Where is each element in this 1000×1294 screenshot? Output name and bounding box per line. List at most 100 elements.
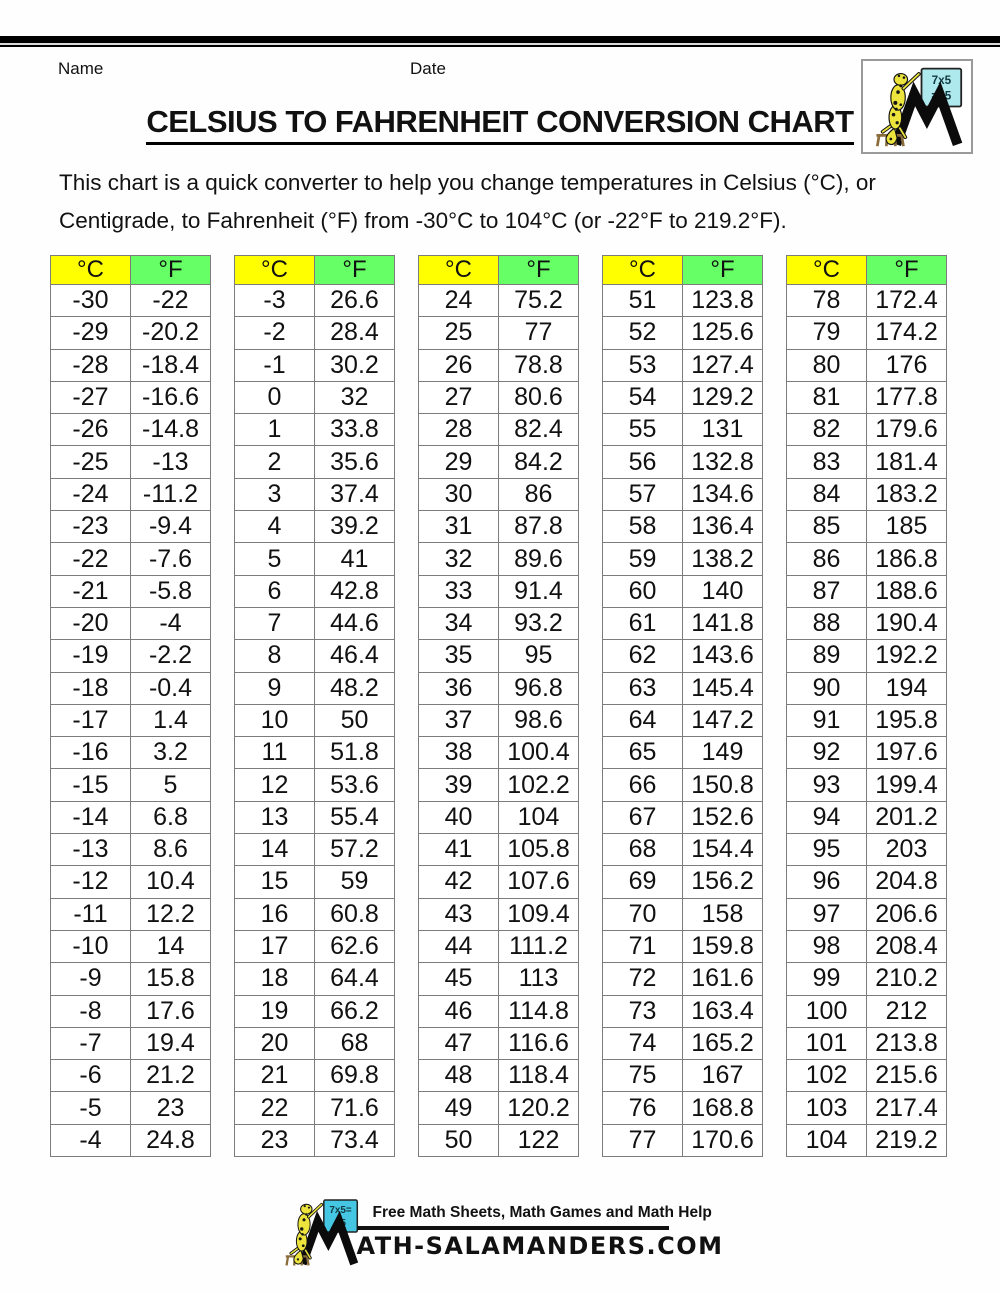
table-row: 99 210.2 [786,962,947,996]
celsius-cell: 29 [418,445,499,479]
fahrenheit-cell: 6.8 [130,800,211,835]
celsius-cell: 13 [234,800,315,835]
table-row: 79 174.2 [786,316,947,350]
fahrenheit-cell: 150.8 [682,768,763,802]
celsius-cell: 52 [602,316,683,350]
celsius-cell: 57 [602,477,683,512]
celsius-cell: -16 [50,736,131,770]
table-row: 93 199.4 [786,768,947,802]
table-row: 77 170.6 [602,1123,763,1158]
table-row: -27 -16.6 [50,380,211,415]
celsius-cell: 64 [602,703,683,738]
conversion-table-group: °C °F -30 -22 -29 -20.2 -28 -18.4 -27 -16.6 -26-… [50,255,211,1158]
fahrenheit-cell: 24.8 [130,1123,211,1158]
celsius-cell: -4 [50,1123,131,1158]
fahrenheit-cell: 8.6 [130,833,211,867]
fahrenheit-cell: 91.4 [498,574,579,608]
conversion-table-group: °C °F -3 26.6 -2 28.4 -1 30.2 0 32 1 33.8 2 35.6 3 37… [234,255,395,1158]
celsius-cell: 9 [234,671,315,705]
table-row: 104 219.2 [786,1123,947,1158]
celsius-cell: 53 [602,348,683,382]
fahrenheit-cell: 96.8 [498,671,579,705]
fahrenheit-cell: -14.8 [130,413,211,447]
table-row: 64 147.2 [602,703,763,738]
fahrenheit-cell: 212 [866,994,947,1028]
table-row: 20 68 [234,1026,395,1061]
celsius-cell: 28 [418,413,499,447]
intro-paragraph: This chart is a quick converter to help … [59,164,876,240]
fahrenheit-cell: 82.4 [498,413,579,447]
celsius-cell: 101 [786,1026,867,1061]
table-row: -26 -14.8 [50,413,211,447]
table-row: 5 41 [234,542,395,576]
fahrenheit-cell: -16.6 [130,380,211,415]
fahrenheit-cell: 179.6 [866,413,947,447]
celsius-cell: 51 [602,283,683,318]
celsius-cell: -15 [50,768,131,802]
table-row: 69 156.2 [602,865,763,899]
table-row: 57 134.6 [602,477,763,512]
celsius-cell: 34 [418,606,499,641]
fahrenheit-cell: 114.8 [498,994,579,1028]
fahrenheit-cell: 55.4 [314,800,395,835]
fahrenheit-cell: 17.6 [130,994,211,1028]
table-row: 32 89.6 [418,542,579,576]
table-row: 102 215.6 [786,1059,947,1093]
fahrenheit-cell: 51.8 [314,736,395,770]
celsius-cell: 87 [786,574,867,608]
table-row: -17 1.4 [50,703,211,738]
celsius-cell: 77 [602,1123,683,1158]
celsius-cell: -30 [50,283,131,318]
fahrenheit-cell: 69.8 [314,1059,395,1093]
fahrenheit-cell: 50 [314,703,395,738]
table-row: 66 150.8 [602,768,763,802]
table-row: 22 71.6 [234,1091,395,1125]
celsius-cell: 80 [786,348,867,382]
celsius-cell: 84 [786,477,867,512]
celsius-cell: 61 [602,606,683,641]
celsius-cell: -28 [50,348,131,382]
table-row: 14 57.2 [234,833,395,867]
fahrenheit-cell: 208.4 [866,929,947,964]
fahrenheit-cell: 141.8 [682,606,763,641]
table-row: 6 42.8 [234,574,395,608]
table-row: -19 -2.2 [50,639,211,673]
table-row: 29 84.2 [418,445,579,479]
celsius-cell: 2 [234,445,315,479]
conversion-table-group: °C °F 78 172.4 79 174.2 80 176 81 177.8 82 179.6 8… [786,255,947,1158]
celsius-cell: 67 [602,800,683,835]
fahrenheit-cell: 123.8 [682,283,763,318]
fahrenheit-header-cell: °F [498,255,579,285]
salamander-eye [902,76,906,79]
table-row: 37 98.6 [418,703,579,738]
fahrenheit-cell: 102.2 [498,768,579,802]
fahrenheit-cell: 77 [498,316,579,350]
fahrenheit-cell: 104 [498,800,579,835]
celsius-cell: 68 [602,833,683,867]
fahrenheit-cell: 3.2 [130,736,211,770]
table-row: -23 -9.4 [50,510,211,544]
fahrenheit-cell: 10.4 [130,865,211,899]
table-row: 8 46.4 [234,639,395,673]
footer-board-text-line1: 7x5= [329,1205,351,1216]
celsius-cell: -6 [50,1059,131,1093]
celsius-cell: -24 [50,477,131,512]
table-row: 41 105.8 [418,833,579,867]
table-row: -7 19.4 [50,1026,211,1061]
fahrenheit-cell: 183.2 [866,477,947,512]
fahrenheit-cell: 80.6 [498,380,579,415]
footer-rule [356,1226,669,1230]
table-row: -29 -20.2 [50,316,211,350]
celsius-cell: 72 [602,962,683,996]
celsius-cell: 93 [786,768,867,802]
table-row: 3 37.4 [234,477,395,512]
fahrenheit-cell: -9.4 [130,510,211,544]
fahrenheit-cell: 210.2 [866,962,947,996]
celsius-cell: 25 [418,316,499,350]
table-row: 89 192.2 [786,639,947,673]
fahrenheit-cell: -20.2 [130,316,211,350]
table-row: 25 77 [418,316,579,350]
table-row: 31 87.8 [418,510,579,544]
fahrenheit-cell: 215.6 [866,1059,947,1093]
fahrenheit-cell: 71.6 [314,1091,395,1125]
